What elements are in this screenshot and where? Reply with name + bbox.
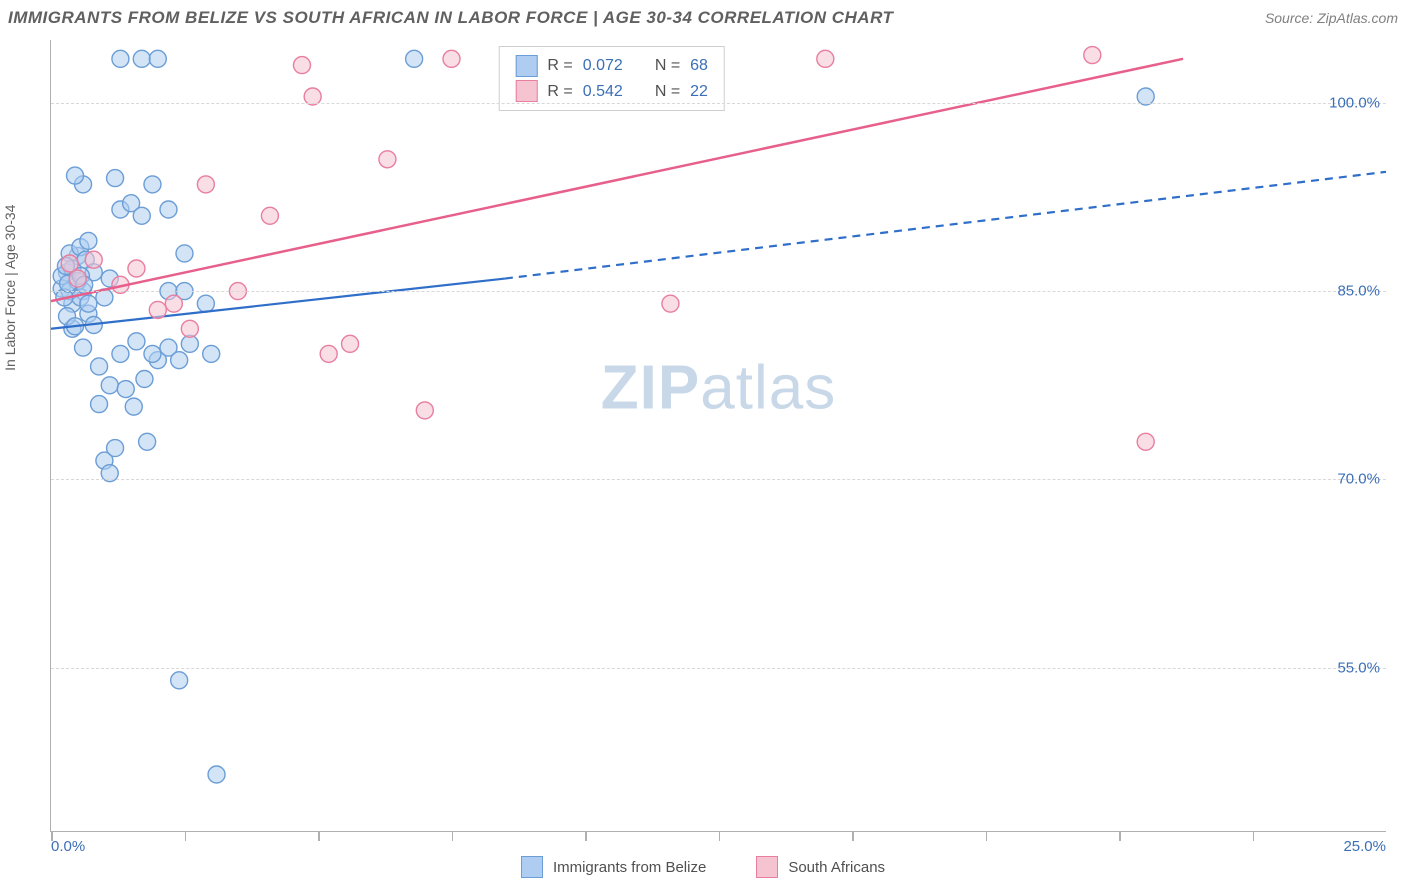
data-point (107, 170, 124, 187)
data-point (107, 440, 124, 457)
data-point (85, 251, 102, 268)
x-tick (719, 831, 721, 841)
source-credit: Source: ZipAtlas.com (1265, 10, 1398, 26)
data-point (112, 345, 129, 362)
y-tick-label: 55.0% (1337, 659, 1380, 676)
data-point (443, 50, 460, 67)
trend-line-dashed (505, 172, 1386, 279)
data-point (165, 295, 182, 312)
data-point (61, 255, 78, 272)
legend-swatch-belize-icon (521, 856, 543, 878)
data-point (144, 345, 161, 362)
y-tick-label: 100.0% (1329, 94, 1380, 111)
data-point (1084, 47, 1101, 64)
data-point (91, 396, 108, 413)
x-max-label: 25.0% (1343, 838, 1386, 855)
y-tick-label: 70.0% (1337, 471, 1380, 488)
data-point (80, 232, 97, 249)
legend-label-south-africans: South Africans (788, 859, 885, 876)
data-point (181, 320, 198, 337)
data-point (125, 398, 142, 415)
chart-title: IMMIGRANTS FROM BELIZE VS SOUTH AFRICAN … (8, 8, 893, 28)
data-point (320, 345, 337, 362)
data-point (144, 176, 161, 193)
data-point (379, 151, 396, 168)
correlation-panel: R = 0.072 N = 68 R = 0.542 N = 22 (498, 46, 725, 111)
data-point (133, 207, 150, 224)
legend: Immigrants from Belize South Africans (0, 856, 1406, 878)
legend-label-belize: Immigrants from Belize (553, 859, 706, 876)
grid-line (51, 291, 1386, 292)
data-point (261, 207, 278, 224)
data-point (662, 295, 679, 312)
grid-line (51, 668, 1386, 669)
x-tick (1119, 831, 1121, 841)
x-tick (318, 831, 320, 841)
data-point (112, 50, 129, 67)
data-point (342, 335, 359, 352)
data-point (136, 371, 153, 388)
x-tick (1253, 831, 1255, 841)
scatter-plot-svg (51, 40, 1386, 831)
x-tick (986, 831, 988, 841)
x-tick (585, 831, 587, 841)
data-point (171, 352, 188, 369)
data-point (293, 57, 310, 74)
y-axis-label: In Labor Force | Age 30-34 (2, 205, 18, 371)
data-point (80, 295, 97, 312)
data-point (197, 295, 214, 312)
grid-line (51, 103, 1386, 104)
swatch-belize-icon (515, 55, 537, 77)
data-point (69, 270, 86, 287)
data-point (128, 260, 145, 277)
x-min-label: 0.0% (51, 838, 85, 855)
data-point (67, 167, 84, 184)
legend-swatch-south-africans-icon (756, 856, 778, 878)
chart-plot-area: ZIPatlas R = 0.072 N = 68 R = 0.542 N = … (50, 40, 1386, 832)
data-point (91, 358, 108, 375)
data-point (197, 176, 214, 193)
data-point (208, 766, 225, 783)
data-point (139, 433, 156, 450)
data-point (817, 50, 834, 67)
grid-line (51, 479, 1386, 480)
data-point (1137, 433, 1154, 450)
data-point (117, 381, 134, 398)
x-tick (852, 831, 854, 841)
y-tick-label: 85.0% (1337, 283, 1380, 300)
data-point (203, 345, 220, 362)
x-tick (452, 831, 454, 841)
data-point (160, 201, 177, 218)
data-point (133, 50, 150, 67)
data-point (101, 377, 118, 394)
data-point (406, 50, 423, 67)
data-point (149, 50, 166, 67)
swatch-south-africans-icon (515, 80, 537, 102)
data-point (75, 339, 92, 356)
data-point (128, 333, 145, 350)
data-point (171, 672, 188, 689)
data-point (149, 301, 166, 318)
data-point (176, 245, 193, 262)
data-point (416, 402, 433, 419)
x-tick (185, 831, 187, 841)
